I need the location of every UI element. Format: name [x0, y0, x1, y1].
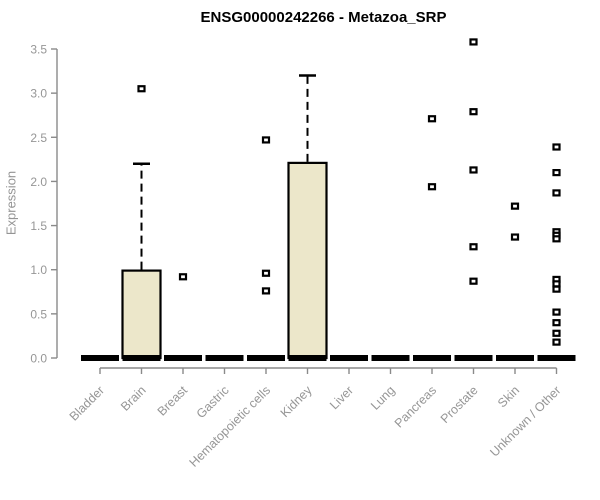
- outlier-prostate: [469, 166, 478, 174]
- outlier-unknown-other: [552, 189, 561, 197]
- median-line-prostate: [454, 355, 493, 361]
- y-tick-label: 2.5: [30, 131, 47, 145]
- outlier-unknown-other: [552, 338, 561, 346]
- outlier-skin: [510, 202, 520, 210]
- median-line-unknown-other: [537, 355, 576, 361]
- outlier-prostate: [469, 243, 478, 251]
- outlier-prostate: [469, 38, 478, 46]
- y-tick-label: 1.5: [30, 219, 47, 233]
- x-tick-label-unknown-other: Unknown / Other: [487, 383, 563, 459]
- x-tick-label-pancreas: Pancreas: [392, 383, 439, 430]
- outlier-unknown-other: [552, 143, 561, 151]
- chart-title: ENSG00000242266 - Metazoa_SRP: [200, 9, 447, 26]
- y-tick-label: 0.5: [30, 307, 47, 321]
- median-line-bladder: [81, 355, 119, 361]
- y-tick-label: 1.0: [30, 263, 47, 277]
- box-brain: [121, 269, 162, 360]
- median-line-lung: [371, 355, 410, 361]
- outlier-unknown-other: [552, 285, 561, 293]
- x-tick-label-skin: Skin: [495, 383, 522, 410]
- outlier-unknown-other: [552, 235, 561, 243]
- x-tick-label-gastric: Gastric: [194, 383, 232, 421]
- box-kidney: [287, 161, 328, 360]
- median-line-pancreas: [413, 355, 451, 361]
- median-line-gastric: [205, 355, 244, 361]
- x-tick-label-bladder: Bladder: [67, 383, 107, 423]
- x-tick-label-breast: Breast: [155, 383, 191, 419]
- outlier-breast: [178, 273, 188, 281]
- outlier-brain: [137, 85, 146, 93]
- outlier-pancreas: [427, 115, 437, 123]
- x-tick-label-brain: Brain: [118, 383, 149, 414]
- median-line-liver: [330, 355, 368, 361]
- x-tick-label-kidney: Kidney: [278, 383, 315, 420]
- outlier-unknown-other: [552, 319, 561, 327]
- y-tick-label: 2.0: [30, 175, 47, 189]
- x-tick-label-prostate: Prostate: [438, 383, 481, 426]
- median-line-brain: [122, 355, 161, 361]
- x-tick-label-liver: Liver: [327, 383, 356, 412]
- outlier-pancreas: [427, 183, 437, 191]
- y-tick-label: 3.5: [30, 43, 47, 57]
- median-line-skin: [496, 355, 534, 361]
- median-line-kidney: [288, 355, 327, 361]
- outlier-hematopoietic-cells: [261, 287, 271, 295]
- outlier-prostate: [469, 277, 478, 285]
- y-tick-label: 0.0: [30, 352, 47, 366]
- median-line-hematopoietic-cells: [247, 355, 285, 361]
- outlier-unknown-other: [552, 169, 561, 177]
- outlier-hematopoietic-cells: [261, 136, 271, 144]
- median-line-breast: [164, 355, 202, 361]
- x-tick-label-hematopoietic-cells: Hematopoietic cells: [187, 383, 274, 470]
- x-tick-label-lung: Lung: [368, 383, 398, 413]
- outlier-hematopoietic-cells: [261, 269, 271, 277]
- outlier-unknown-other: [552, 329, 561, 337]
- outlier-prostate: [469, 108, 478, 116]
- y-tick-label: 3.0: [30, 87, 47, 101]
- outlier-unknown-other: [552, 308, 561, 316]
- outlier-skin: [510, 233, 520, 241]
